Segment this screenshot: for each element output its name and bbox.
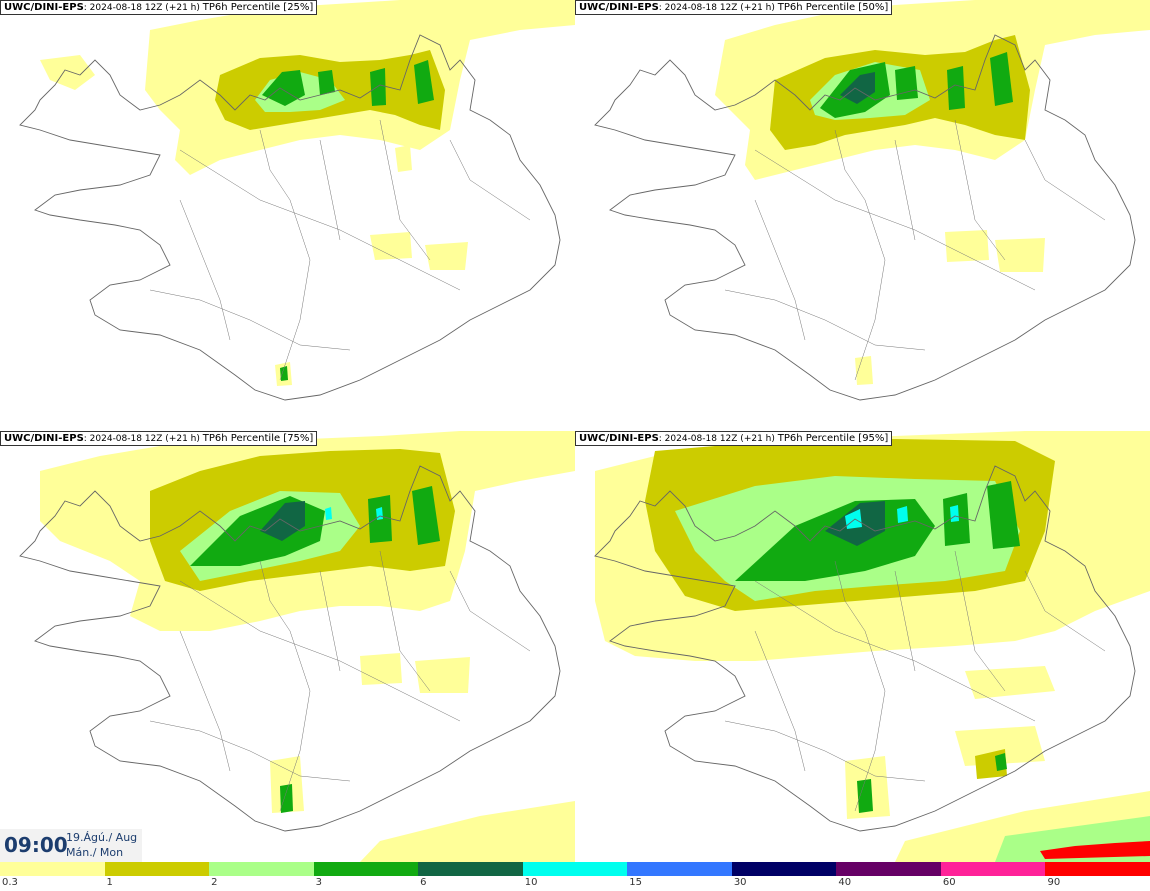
legend-swatch <box>1045 862 1150 876</box>
map-panel-p25: UWC/DINI-EPS: 2024-08-18 12Z (+21 h) TP6… <box>0 0 575 431</box>
legend-label: 15 <box>629 877 642 888</box>
precip-area-pale <box>995 238 1045 272</box>
legend-label: 40 <box>838 877 852 888</box>
precip-area-pale <box>40 55 95 90</box>
precip-area-pale <box>370 232 412 260</box>
precip-area-pale <box>360 653 402 685</box>
legend-label: 2 <box>211 877 218 888</box>
precip-area-pale <box>945 230 989 262</box>
panel-title: UWC/DINI-EPS: 2024-08-18 12Z (+21 h) TP6… <box>575 431 893 446</box>
legend-label: 60 <box>942 877 956 888</box>
precip-map-p75 <box>19 431 575 862</box>
legend-swatch <box>313 862 420 876</box>
panel-title: UWC/DINI-EPS: 2024-08-18 12Z (+21 h) TP6… <box>0 431 318 446</box>
panel-title: UWC/DINI-EPS: 2024-08-18 12Z (+21 h) TP6… <box>0 0 318 15</box>
precip-area-pale <box>360 801 575 862</box>
legend-label: 0.3 <box>2 877 18 888</box>
precip-area-green <box>280 784 293 813</box>
precip-area-pale <box>855 356 873 385</box>
precip-area-green <box>318 70 335 95</box>
precip-area-cyan <box>325 507 332 520</box>
map-panel-p75: UWC/DINI-EPS: 2024-08-18 12Z (+21 h) TP6… <box>0 431 575 862</box>
precip-area-green <box>857 779 873 813</box>
precip-area-green <box>990 52 1013 106</box>
legend-swatch <box>940 862 1047 876</box>
legend-swatch <box>418 862 524 876</box>
precip-area-green <box>280 366 288 381</box>
precip-map-p95 <box>594 431 1150 862</box>
legend-swatch <box>209 862 315 876</box>
precip-area-green <box>412 486 440 545</box>
precip-area-pale <box>965 666 1055 699</box>
valid-date: 19.Ágú./ Aug <box>66 831 138 844</box>
legend-label: 1 <box>106 877 113 888</box>
legend-label: 6 <box>420 877 427 888</box>
precip-area-green <box>895 66 918 100</box>
legend-label: 10 <box>524 877 538 888</box>
precip-map-p25 <box>19 0 575 401</box>
precip-area-pale <box>395 145 412 172</box>
legend-swatch <box>0 862 106 876</box>
legend-label: 90 <box>1047 877 1061 888</box>
legend-swatch <box>731 862 838 876</box>
precip-map-p50 <box>594 0 1150 401</box>
precip-area-green <box>947 66 965 110</box>
precip-area-cyan <box>897 506 908 523</box>
valid-time: 09:00 <box>4 833 68 857</box>
legend-swatch <box>836 862 942 876</box>
legend-label: 30 <box>733 877 747 888</box>
legend-swatch <box>522 862 629 876</box>
precip-area-green <box>995 753 1007 771</box>
valid-weekday: Mán./ Mon <box>66 846 124 859</box>
precip-legend: 0.3 1 2 3 6 10 15 30 40 60 90 <box>0 862 1150 891</box>
panel-title: UWC/DINI-EPS: 2024-08-18 12Z (+21 h) TP6… <box>575 0 893 15</box>
map-panel-p95: UWC/DINI-EPS: 2024-08-18 12Z (+21 h) TP6… <box>575 431 1150 862</box>
precip-area-pale <box>415 657 470 693</box>
legend-label: 3 <box>315 877 322 888</box>
precip-area-pale <box>270 756 304 813</box>
precip-area-pale <box>425 242 468 270</box>
valid-time-box: 09:00 19.Ágú./ Aug Mán./ Mon <box>0 829 142 862</box>
precip-area-green <box>370 68 386 106</box>
map-panel-p50: UWC/DINI-EPS: 2024-08-18 12Z (+21 h) TP6… <box>575 0 1150 431</box>
legend-swatch <box>627 862 733 876</box>
precip-area-red <box>1040 841 1150 859</box>
precip-area-cyan <box>950 505 959 522</box>
legend-swatch <box>104 862 211 876</box>
precip-area-green <box>414 60 434 104</box>
precip-area-green <box>987 481 1020 549</box>
precip-area-dark-green <box>840 72 875 104</box>
